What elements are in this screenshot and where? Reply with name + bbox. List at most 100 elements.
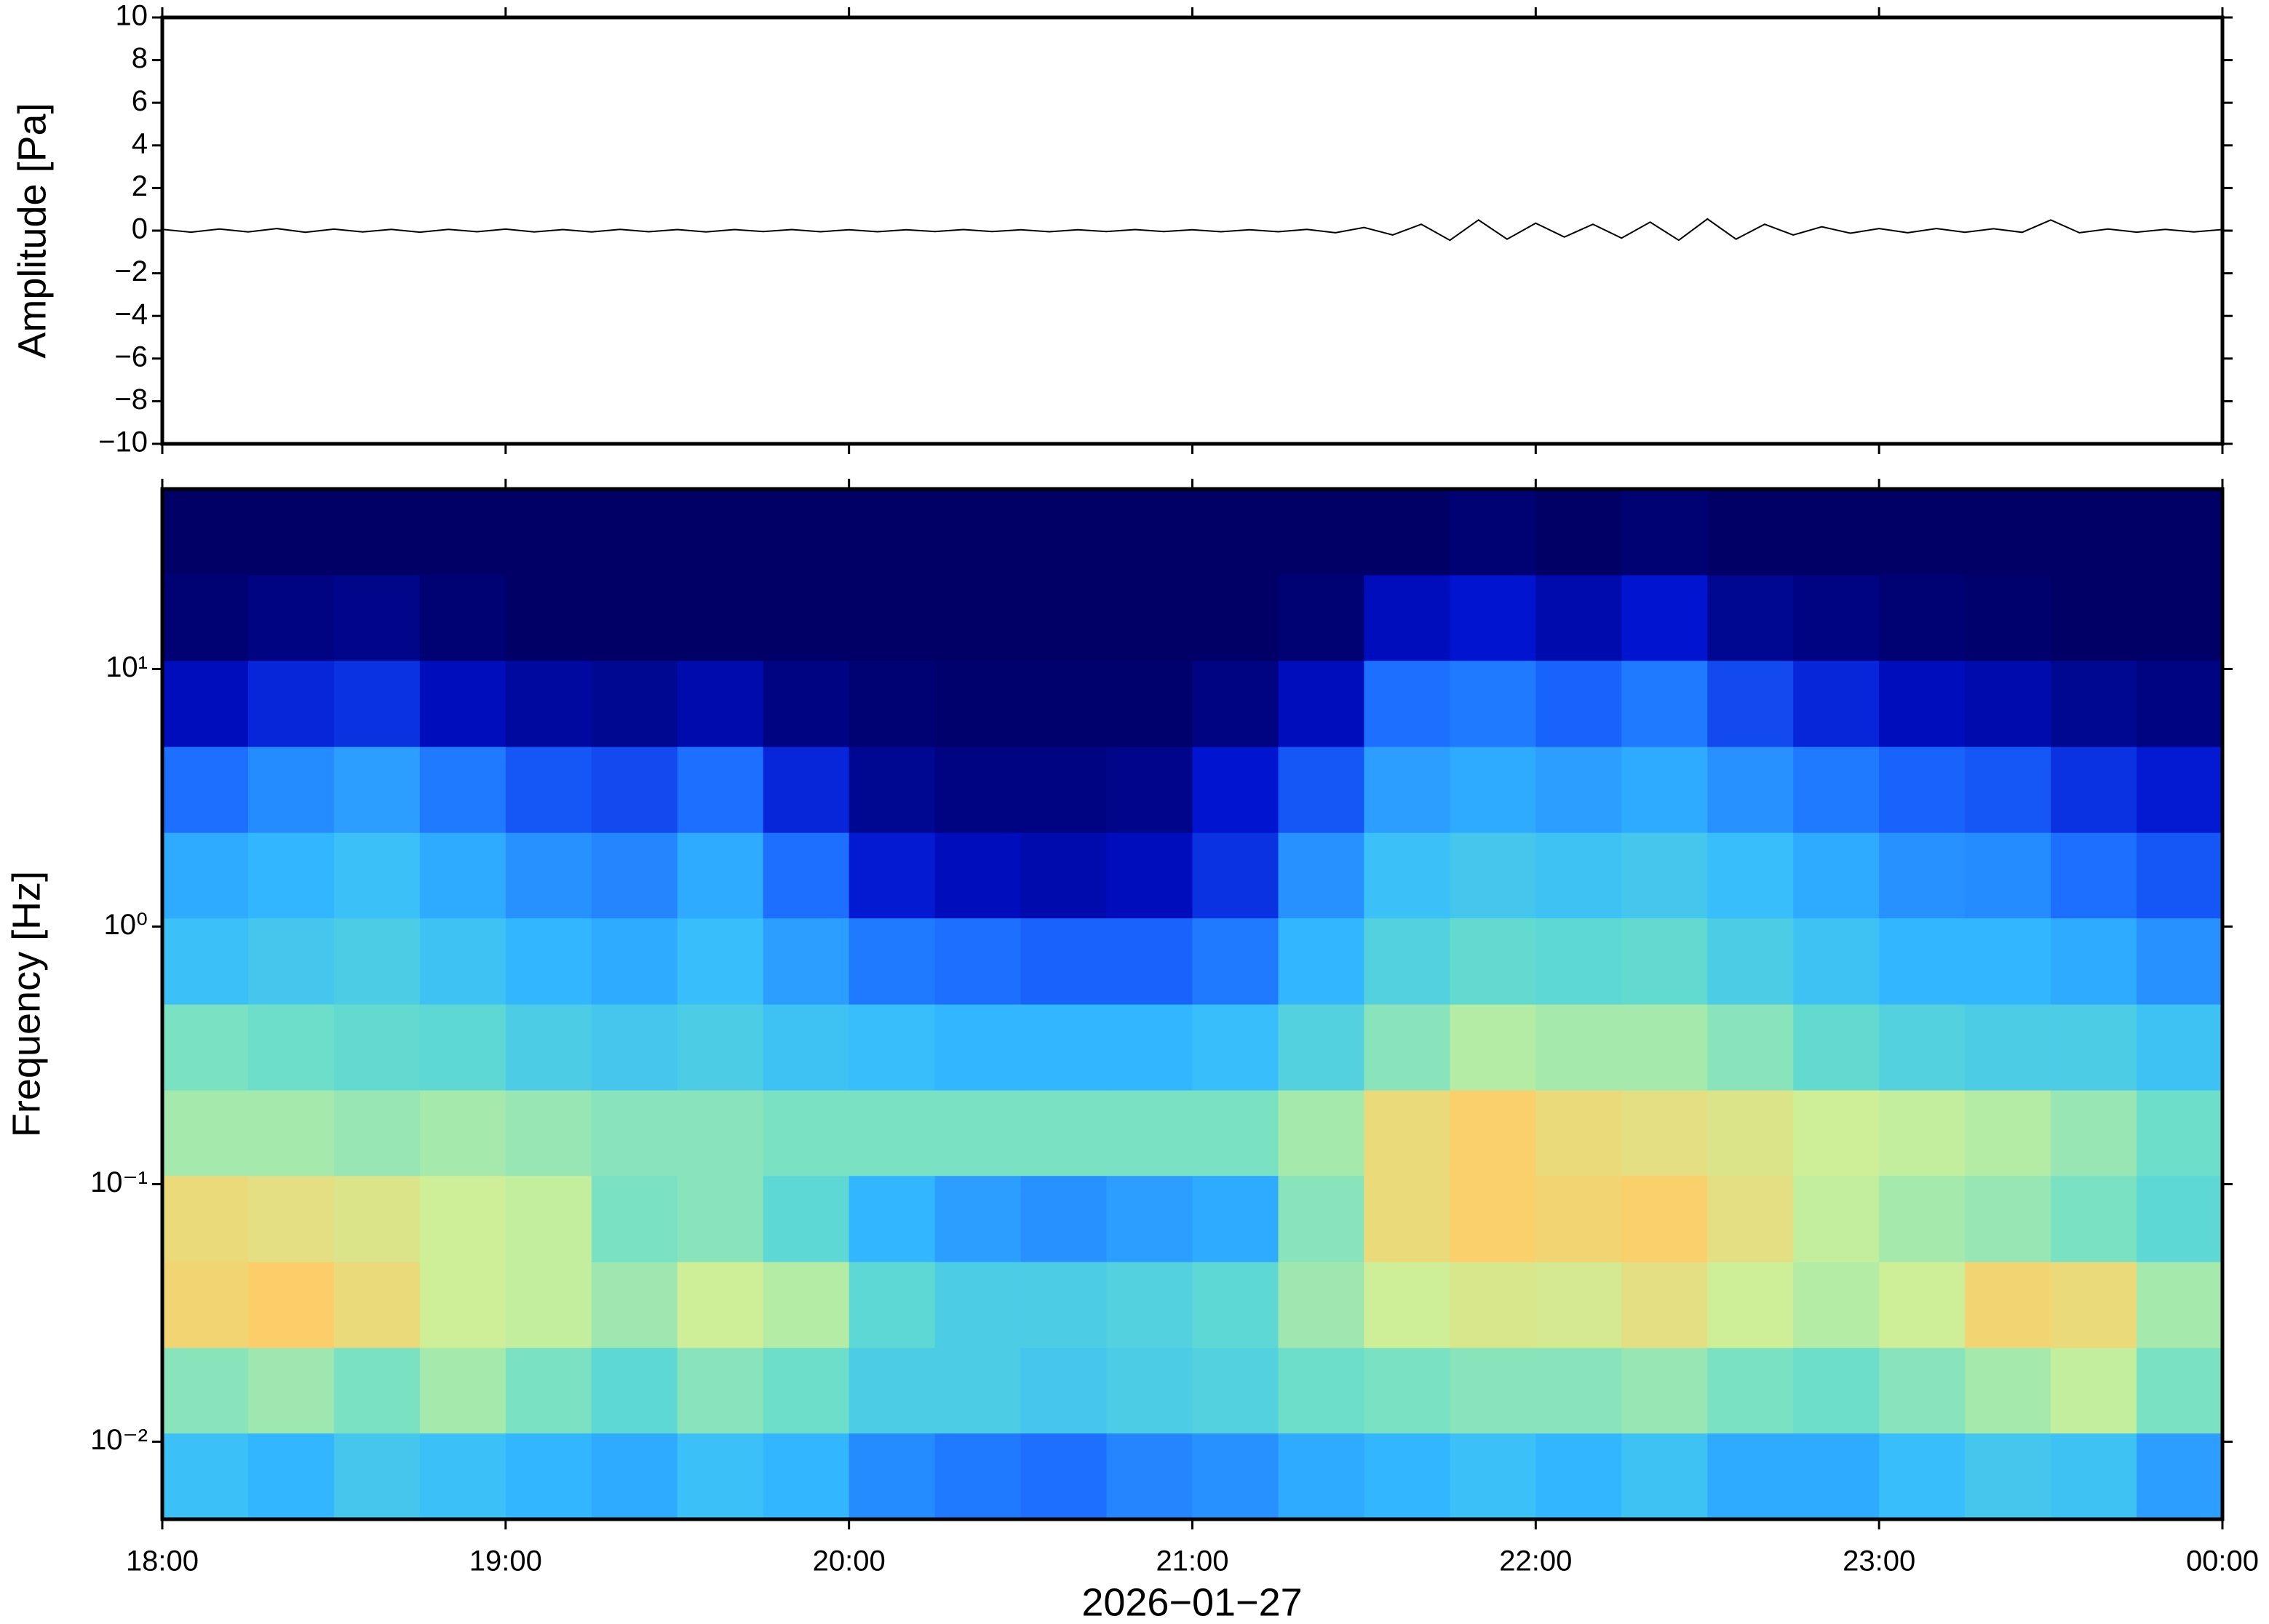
spectrogram-cell: [763, 747, 850, 833]
spectrogram-cell: [419, 575, 506, 661]
y-tick-label: 4: [132, 127, 148, 159]
y-tick-label: 10⁻¹: [90, 1166, 148, 1198]
spectrogram-cell: [2051, 489, 2137, 576]
spectrogram-cell: [1020, 1348, 1108, 1434]
spectrogram-cell: [505, 832, 592, 919]
spectrogram-cell: [591, 1175, 678, 1262]
spectrogram-cell: [1535, 575, 1622, 661]
spectrogram-cell: [677, 1004, 764, 1091]
spectrogram-cell: [1965, 1433, 2051, 1520]
spectrogram-cell: [934, 1090, 1022, 1177]
spectrogram-cell: [1192, 832, 1279, 919]
spectrogram-cell: [1535, 1348, 1622, 1434]
spectrogram-cell: [1793, 1175, 1880, 1262]
spectrogram-cell: [1879, 489, 1966, 576]
spectrogram-cell: [162, 1175, 249, 1262]
spectrogram-cell: [1364, 1090, 1450, 1177]
y-tick-label: 10⁻²: [90, 1424, 148, 1456]
spectrogram-cell: [763, 660, 850, 747]
spectrogram-cell: [849, 1433, 936, 1520]
waveform: [162, 218, 2223, 242]
spectrogram-cell: [1965, 918, 2051, 1005]
spectrogram-cell: [1965, 832, 2051, 919]
spectrogram-cell: [333, 918, 421, 1005]
spectrogram-cell: [591, 1090, 678, 1177]
spectrogram-cell: [1793, 1348, 1880, 1434]
spectrogram-cell: [1106, 489, 1193, 576]
spectrogram-cell: [247, 489, 335, 576]
spectrogram-cell: [1106, 832, 1193, 919]
spectrogram-cell: [2051, 918, 2137, 1005]
spectrogram-cell: [1707, 489, 1794, 576]
spectrogram-cell: [1793, 832, 1880, 919]
spectrogram-cell: [162, 747, 249, 833]
spectrogram-cell: [1106, 1348, 1193, 1434]
y-tick-label: 10¹: [106, 651, 148, 683]
spectrogram-cell: [247, 575, 335, 661]
spectrogram-cell: [591, 1348, 678, 1434]
spectrogram-cell: [1535, 660, 1622, 747]
spectrogram-cell: [591, 918, 678, 1005]
spectrogram-cell: [1278, 1348, 1365, 1434]
spectrogram-cell: [1278, 1262, 1365, 1348]
spectrogram-cell: [1278, 1090, 1365, 1177]
spectrogram-cell: [1535, 1090, 1622, 1177]
spectrogram-cell: [1535, 1262, 1622, 1348]
spectrogram-cell: [1106, 575, 1193, 661]
spectrogram-cell: [333, 1262, 421, 1348]
spectrogram-cell: [247, 747, 335, 833]
spectrogram-cell: [849, 489, 936, 576]
spectrogram-cell: [505, 918, 592, 1005]
spectrogram-cell: [677, 489, 764, 576]
spectrogram-cell: [419, 1004, 506, 1091]
spectrogram-cell: [1707, 1004, 1794, 1091]
spectrogram-cell: [677, 747, 764, 833]
spectrogram-cell: [162, 1004, 249, 1091]
spectrogram-cell: [1020, 575, 1108, 661]
spectrogram-cell: [763, 489, 850, 576]
spectrogram-cell: [333, 1348, 421, 1434]
spectrogram-cell: [1535, 832, 1622, 919]
spectrogram-cell: [505, 575, 592, 661]
spectrogram-cell: [1192, 1262, 1279, 1348]
spectrogram-cell: [1879, 1004, 1966, 1091]
spectrogram-cell: [934, 489, 1022, 576]
spectrogram-cell: [1621, 1262, 1708, 1348]
x-tick-label: 22:00: [1499, 1545, 1572, 1577]
spectrogram-cell: [2051, 1090, 2137, 1177]
spectrogram-cell: [162, 918, 249, 1005]
spectrogram-cell: [333, 575, 421, 661]
spectrogram-cell: [1192, 660, 1279, 747]
y-tick-label: 10: [116, 0, 148, 32]
spectrogram-cell: [419, 918, 506, 1005]
spectrogram-cell: [1965, 660, 2051, 747]
spectrogram-cell: [2051, 1433, 2137, 1520]
spectrogram-cell: [1020, 1262, 1108, 1348]
spectrogram-cell: [1106, 1262, 1193, 1348]
spectrogram-cell: [1879, 1175, 1966, 1262]
spectrogram-cell: [591, 489, 678, 576]
spectrogram-cell: [162, 660, 249, 747]
spectrogram-cell: [1020, 660, 1108, 747]
spectrogram-cell: [934, 918, 1022, 1005]
spectrogram-cell: [1965, 1004, 2051, 1091]
spectrogram-cell: [2051, 747, 2137, 833]
spectrogram-cell: [247, 1004, 335, 1091]
spectrogram-cell: [1106, 1004, 1193, 1091]
spectrogram-cell: [2137, 1004, 2223, 1091]
spectrogram-cell: [1450, 1433, 1536, 1520]
spectrogram-cell: [1793, 575, 1880, 661]
spectrogram-cell: [1879, 1433, 1966, 1520]
spectrogram-cell: [2137, 1433, 2223, 1520]
spectrogram-cell: [505, 1348, 592, 1434]
spectrogram-cell: [419, 489, 506, 576]
spectrogram-cell: [934, 832, 1022, 919]
spectrogram-cell: [1879, 747, 1966, 833]
spectrogram-cell: [1020, 1175, 1108, 1262]
spectrogram-cell: [677, 575, 764, 661]
spectrogram-cell: [2137, 832, 2223, 919]
spectrogram-cell: [419, 660, 506, 747]
spectrogram-cell: [1192, 1004, 1279, 1091]
spectrogram-cell: [1450, 918, 1536, 1005]
spectrogram-cell: [333, 660, 421, 747]
